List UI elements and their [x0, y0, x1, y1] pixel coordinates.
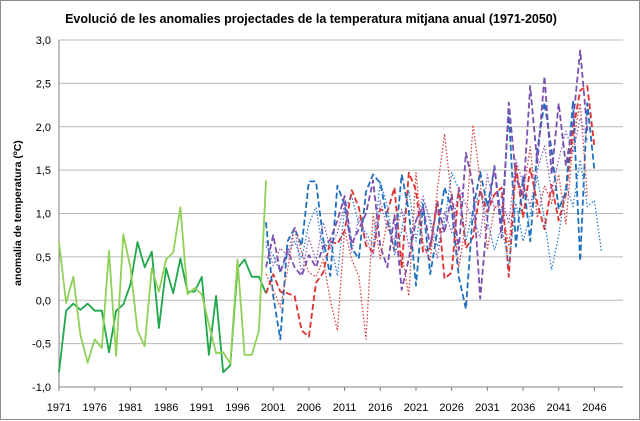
x-tick-label: 2041 [547, 402, 571, 414]
axes [58, 40, 623, 388]
x-tick-label: 1996 [225, 402, 249, 414]
y-tick-label: 3,0 [36, 35, 51, 47]
grid-lines [59, 39, 623, 388]
y-tick-label: 2,5 [36, 78, 51, 90]
series-line-5 [265, 159, 603, 277]
y-tick-label: -1,0 [32, 382, 51, 394]
x-tick-label: 1981 [118, 402, 142, 414]
y-tick-labels: -1,0 -0,5 0,0 0,5 1,0 1,5 2,0 2,5 3,0 [32, 35, 51, 394]
x-tick-label: 2026 [439, 402, 463, 414]
x-tick-label: 1971 [47, 402, 71, 414]
y-axis-label: anomalia de temperatura (ºC) [12, 140, 24, 286]
series-line-8 [265, 117, 588, 275]
x-tick-label: 2016 [368, 402, 392, 414]
x-tick-label: 1991 [190, 402, 214, 414]
x-tick-label: 2006 [297, 402, 321, 414]
series-group [58, 49, 603, 374]
x-tick-label: 1986 [154, 402, 178, 414]
y-tick-label: 0,0 [36, 295, 51, 307]
series-line-7 [265, 102, 588, 340]
x-tick-labels: 1971 1976 1981 1986 1991 1996 2001 2006 2011 2016… [47, 387, 607, 414]
y-tick-label: -0,5 [32, 339, 51, 351]
y-tick-label: 1,0 [36, 209, 51, 221]
x-tick-label: 2036 [511, 402, 535, 414]
y-tick-label: 0,5 [36, 252, 51, 264]
x-tick-label: 1976 [82, 402, 106, 414]
x-tick-label: 2031 [475, 402, 499, 414]
x-tick-label: 2011 [333, 402, 357, 414]
series-line-3 [265, 85, 596, 338]
x-tick-label: 2021 [404, 402, 428, 414]
y-tick-label: 1,5 [36, 165, 51, 177]
x-tick-label: 2001 [261, 402, 285, 414]
chart-title: Evolució de les anomalies projectades de… [65, 12, 557, 26]
y-tick-label: 2,0 [36, 122, 51, 134]
series-line-2 [58, 180, 267, 365]
x-tick-label: 2046 [582, 402, 606, 414]
series-line-6 [265, 49, 589, 300]
